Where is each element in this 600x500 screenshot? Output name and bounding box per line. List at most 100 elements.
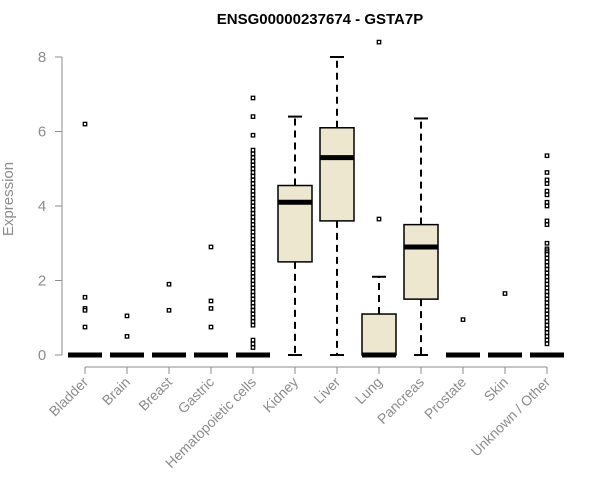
outlier-point (250, 218, 256, 224)
outlier-point (250, 95, 256, 101)
outlier-point (544, 255, 550, 261)
outlier-point (544, 300, 550, 306)
outlier-point (250, 147, 256, 153)
outlier-point (250, 162, 256, 168)
outlier-point (250, 244, 256, 250)
outlier-point (208, 244, 214, 250)
outlier-point (250, 207, 256, 213)
y-tick-label: 8 (38, 49, 46, 66)
box-hematopoietic-cells (236, 95, 270, 358)
outlier-point (544, 289, 550, 295)
x-tick-label: Kidney (260, 374, 302, 416)
box-prostate (446, 317, 480, 358)
outlier-point (250, 214, 256, 220)
outlier-point (250, 237, 256, 242)
outlier-point (250, 233, 256, 239)
outlier-point (544, 181, 550, 186)
outlier-point (544, 337, 550, 343)
y-tick-label: 6 (38, 124, 46, 141)
box-kidney (277, 115, 313, 356)
outlier-point (250, 132, 256, 138)
outlier-point (544, 188, 550, 194)
outlier-point (544, 252, 550, 257)
outlier-point (250, 177, 256, 183)
outlier-point (250, 270, 256, 276)
outlier-point (544, 266, 550, 272)
x-tick-label: Liver (310, 374, 343, 407)
outlier-point (544, 334, 550, 339)
outlier-point (250, 173, 256, 179)
x-tick-label: Unknown / Other (468, 374, 554, 460)
outlier-point (250, 158, 256, 164)
outlier-point (82, 324, 88, 330)
chart-title: ENSG00000237674 - GSTA7P (217, 11, 424, 28)
outlier-point (82, 307, 88, 313)
outlier-point (250, 274, 256, 280)
x-tick-label: Lung (352, 374, 385, 407)
outlier-point (124, 334, 130, 339)
box-breast (152, 281, 186, 358)
outlier-point (544, 270, 550, 276)
outlier-point (544, 285, 550, 291)
outlier-point (124, 313, 130, 319)
outlier-point (166, 307, 172, 313)
outlier-point (544, 199, 550, 205)
outlier-point (208, 324, 214, 330)
outlier-point (250, 225, 256, 231)
outlier-point (544, 218, 550, 224)
outlier-point (82, 121, 88, 127)
box-brain (110, 313, 144, 358)
outlier-point (376, 216, 382, 222)
outlier-point (250, 300, 256, 306)
outlier-point (250, 285, 256, 291)
outlier-point (544, 177, 550, 183)
outlier-point (250, 192, 256, 198)
outlier-point (544, 341, 550, 347)
outlier-point (250, 307, 256, 313)
outlier-point (250, 181, 256, 186)
box-iqr (277, 184, 313, 263)
outlier-point (250, 170, 256, 175)
box-skin (488, 291, 522, 358)
box-iqr (319, 127, 355, 222)
outlier-point (544, 304, 550, 309)
outlier-point (544, 311, 550, 317)
outlier-point (544, 259, 550, 265)
x-tick-label: Brain (99, 374, 133, 408)
outlier-point (544, 170, 550, 175)
outlier-point (250, 259, 256, 265)
outlier-point (250, 252, 256, 257)
outlier-point (250, 315, 256, 321)
outlier-point (250, 188, 256, 194)
outlier-point (250, 289, 256, 295)
outlier-point (250, 304, 256, 309)
outlier-point (544, 319, 550, 324)
x-tick-label: Pancreas (374, 374, 427, 427)
outlier-point (544, 278, 550, 283)
x-tick-label: Breast (135, 374, 175, 414)
outlier-point (250, 255, 256, 261)
outlier-point (250, 229, 256, 235)
outlier-point (502, 291, 508, 296)
outlier-point (544, 293, 550, 298)
x-tick-label: Prostate (421, 374, 469, 422)
outlier-point (250, 155, 256, 160)
x-tick-label: Skin (481, 374, 512, 405)
outlier-point (250, 151, 256, 157)
x-tick-label: Bladder (46, 374, 92, 420)
outlier-point (544, 240, 550, 246)
y-tick-label: 2 (38, 273, 46, 290)
outlier-point (250, 319, 256, 324)
outlier-point (82, 294, 88, 300)
outlier-point (250, 266, 256, 272)
box-pancreas (403, 117, 439, 356)
box-lung (361, 39, 397, 358)
outlier-point (544, 153, 550, 159)
box-iqr (361, 313, 397, 356)
outlier-point (250, 263, 256, 268)
box-gastric (194, 244, 228, 358)
outlier-point (544, 281, 550, 287)
outlier-point (544, 222, 550, 227)
outlier-point (250, 203, 256, 209)
